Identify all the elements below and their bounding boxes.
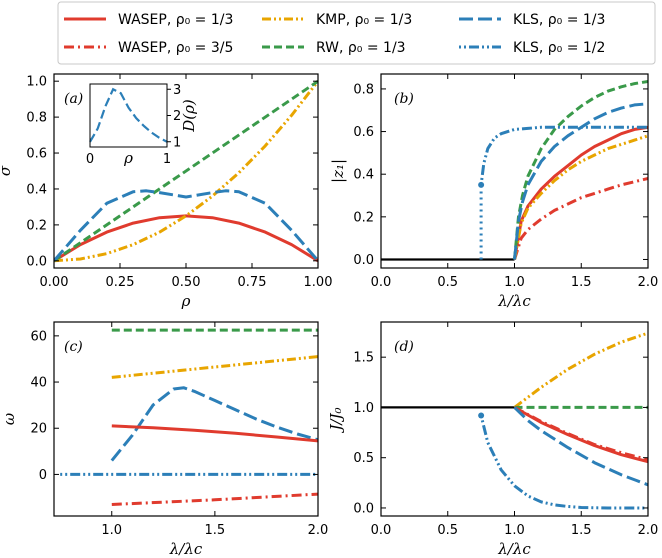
series-line (479, 125, 648, 186)
x-tick-label: 2.0 (638, 275, 659, 290)
y-axis-label: σ (0, 165, 14, 176)
series-line (111, 424, 318, 443)
y-tick-label: 0.0 (353, 501, 374, 516)
y-axis-label: |z₁| (329, 159, 347, 183)
series-line (513, 102, 648, 260)
panel-label: (a) (64, 91, 83, 107)
series-line (513, 406, 648, 462)
y-axis-label: ω (0, 413, 18, 425)
x-tick-label: 0.00 (40, 275, 69, 290)
x-tick-label: 0.0 (371, 523, 392, 538)
x-tick-label: 1.00 (304, 275, 333, 290)
legend-label: KMP, ρ₀ = 1/3 (316, 12, 412, 28)
y-tick-label: 40 (30, 376, 47, 391)
x-tick-label: 0.75 (238, 275, 267, 290)
inset-y-tick-label: 1 (173, 135, 181, 150)
x-tick-label: 0.0 (371, 275, 392, 290)
inset-x-tick-label: 0 (86, 152, 94, 167)
endpoint-marker (478, 181, 485, 188)
x-axis-label: λ/λc (497, 292, 531, 310)
series-group (54, 79, 318, 263)
series-line (111, 492, 318, 506)
inset-y-axis-label: D(ρ) (180, 99, 198, 133)
series-line (513, 134, 648, 260)
x-tick-label: 1.0 (504, 523, 525, 538)
legend-label: WASEP, ρ₀ = 1/3 (118, 12, 233, 28)
x-tick-label: 1.5 (205, 523, 226, 538)
y-tick-label: 0.4 (26, 182, 47, 197)
y-tick-label: 0.2 (353, 210, 374, 225)
y-tick-label: 20 (30, 422, 47, 437)
y-tick-label: 0 (39, 468, 47, 483)
series-group (60, 328, 318, 506)
series-line (513, 331, 648, 409)
inset-plot: 0 11 2 3 ρ D(ρ) (86, 83, 198, 167)
series-line (513, 406, 648, 487)
legend-frame (57, 1, 656, 65)
y-tick-label: 0.8 (353, 82, 374, 97)
x-axis-label: λ/λc (497, 540, 531, 558)
x-tick-label: 0.5 (437, 523, 458, 538)
inset-y-tick-label: 2 (173, 109, 181, 124)
panel-label: (d) (394, 339, 414, 355)
y-tick-label: 60 (30, 329, 47, 344)
series-line (513, 177, 648, 260)
x-tick-label: 1.0 (101, 523, 122, 538)
legend-label: KLS, ρ₀ = 1/3 (513, 12, 605, 28)
series-group (381, 80, 648, 261)
series-line (54, 214, 318, 263)
inset-x-tick-label: 1 (163, 152, 171, 167)
series-group (381, 331, 648, 510)
legend: WASEP, ρ₀ = 1/3 KMP, ρ₀ = 1/3 KLS, ρ₀ = 1/… (57, 1, 656, 65)
inset-x-axis-label: ρ (123, 149, 133, 167)
y-tick-label: 0.4 (353, 168, 374, 183)
x-tick-label: 0.50 (172, 275, 201, 290)
series-line (110, 386, 318, 462)
legend-label: RW, ρ₀ = 1/3 (316, 40, 406, 56)
y-tick-label: 1.0 (353, 401, 374, 416)
inset-y-tick-label: 3 (173, 83, 181, 98)
x-tick-label: 1.5 (571, 523, 592, 538)
y-tick-label: 0.5 (353, 451, 374, 466)
panel-a: 0.00 0.25 0.50 0.75 1.00 0.0 0.2 0.4 0.6 0.8 1.0 ρ σ… (0, 73, 333, 310)
panel-d: 0.0 0.5 1.0 1.5 2.0 0.0 0.5 1.0 1.5 λ/λc J/J₀ (d) (327, 321, 659, 558)
axes-frame (380, 73, 649, 269)
axes-frame (53, 321, 319, 517)
x-axis-label: λ/λc (169, 540, 203, 558)
panel-label: (b) (394, 91, 414, 107)
y-tick-label: 0.6 (353, 125, 374, 140)
x-tick-label: 0.5 (437, 275, 458, 290)
y-axis-label: J/J₀ (327, 407, 345, 433)
x-tick-label: 1.5 (571, 275, 592, 290)
y-tick-label: 0.6 (26, 147, 47, 162)
y-tick-label: 1.5 (353, 351, 374, 366)
y-tick-label: 1.0 (26, 75, 47, 90)
legend-label: WASEP, ρ₀ = 3/5 (118, 40, 233, 56)
series-line (479, 415, 648, 510)
series-line (54, 79, 318, 263)
x-tick-label: 2.0 (308, 523, 329, 538)
panel-label: (c) (64, 339, 83, 355)
y-tick-label: 0.8 (26, 111, 47, 126)
series-line (111, 355, 318, 379)
y-tick-label: 0.0 (353, 253, 374, 268)
legend-label: KLS, ρ₀ = 1/2 (513, 40, 605, 56)
x-axis-label: ρ (181, 292, 191, 310)
endpoint-marker (478, 412, 485, 419)
x-tick-label: 0.25 (106, 275, 135, 290)
series-line (513, 80, 648, 260)
inset-series-line (89, 87, 168, 143)
series-line (54, 189, 318, 262)
y-tick-label: 0.0 (26, 254, 47, 269)
y-tick-label: 0.2 (26, 218, 47, 233)
series-line (54, 80, 318, 263)
panel-b: 0.0 0.5 1.0 1.5 2.0 0.0 0.2 0.4 0.6 0.8 λ/λc |z₁| (b… (329, 73, 659, 310)
x-tick-label: 2.0 (638, 523, 659, 538)
x-tick-label: 1.0 (504, 275, 525, 290)
series-line (513, 125, 648, 260)
panel-c: 1.0 1.5 2.0 0 20 40 60 λ/λc ω (c) (0, 321, 329, 558)
